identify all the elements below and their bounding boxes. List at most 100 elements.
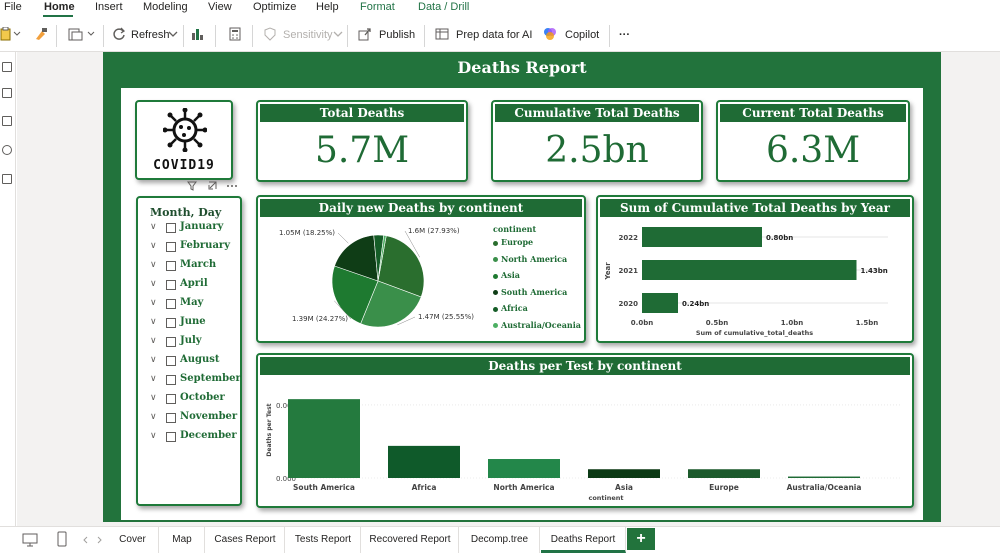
- checkbox[interactable]: [166, 337, 176, 347]
- year-bar-chart-card[interactable]: Sum of Cumulative Total Deaths by Year 2…: [596, 195, 914, 343]
- year-bar[interactable]: [642, 260, 857, 280]
- legend-item[interactable]: Africa: [493, 303, 528, 313]
- chevron-down-icon[interactable]: ∨: [150, 240, 157, 250]
- pie-slice-europe[interactable]: [377, 235, 425, 298]
- slicer-item-november[interactable]: ∨ November: [148, 410, 244, 426]
- chevron-down-icon[interactable]: ∨: [150, 221, 157, 231]
- chevron-down-icon[interactable]: ∨: [150, 411, 157, 421]
- publish-button[interactable]: Publish: [379, 29, 416, 41]
- chevron-down-icon[interactable]: ∨: [150, 354, 157, 364]
- table-view-icon[interactable]: [2, 88, 12, 98]
- prep-data-button[interactable]: Prep data for AI: [456, 29, 533, 41]
- page-tab-cases-report[interactable]: Cases Report: [206, 527, 285, 553]
- pie-slice-south-america[interactable]: [334, 234, 379, 282]
- more-options-button[interactable]: ···: [619, 29, 630, 41]
- copilot-icon[interactable]: [543, 27, 557, 41]
- page-tab-cover[interactable]: Cover: [107, 527, 159, 553]
- tmdl-view-icon[interactable]: [2, 174, 12, 184]
- page-tab-recovered-report[interactable]: Recovered Report: [362, 527, 459, 553]
- menu-home[interactable]: Home: [44, 1, 75, 13]
- kpi-card-current-deaths[interactable]: Current Total Deaths 6.3M: [716, 100, 910, 182]
- chevron-down-icon[interactable]: ∨: [150, 316, 157, 326]
- focus-mode-icon[interactable]: [208, 181, 217, 190]
- copilot-button[interactable]: Copilot: [565, 29, 600, 41]
- slicer-item-february[interactable]: ∨ February: [148, 239, 244, 255]
- slicer-item-december[interactable]: ∨ December: [148, 429, 244, 445]
- legend-item[interactable]: Asia: [493, 270, 520, 280]
- chevron-down-icon[interactable]: ∨: [150, 373, 157, 383]
- menu-format[interactable]: Format: [360, 1, 395, 13]
- chevron-down-icon[interactable]: ∨: [150, 335, 157, 345]
- publish-icon[interactable]: [358, 27, 372, 41]
- refresh-icon[interactable]: [112, 27, 126, 41]
- deaths-per-test-bar[interactable]: [488, 459, 560, 478]
- year-bar[interactable]: [642, 293, 678, 313]
- pie-chart-card[interactable]: Daily new Deaths by continent 1.6M (27.9…: [256, 195, 586, 343]
- page-tab-deaths-report[interactable]: Deaths Report: [541, 527, 626, 553]
- checkbox[interactable]: [166, 356, 176, 366]
- dax-query-icon[interactable]: [2, 145, 12, 155]
- mobile-layout-icon[interactable]: [57, 531, 67, 547]
- covid-logo-card[interactable]: COVID19: [135, 100, 233, 180]
- pie-slice-asia[interactable]: [331, 265, 379, 324]
- checkbox[interactable]: [166, 432, 176, 442]
- prep-data-icon[interactable]: [435, 27, 449, 41]
- slicer-item-september[interactable]: ∨ September: [148, 372, 244, 388]
- checkbox[interactable]: [166, 413, 176, 423]
- checkbox[interactable]: [166, 318, 176, 328]
- slicer-item-april[interactable]: ∨ April: [148, 277, 244, 293]
- checkbox[interactable]: [166, 223, 176, 233]
- checkbox[interactable]: [166, 242, 176, 252]
- filter-icon[interactable]: [187, 181, 197, 191]
- page-tab-decomp-tree[interactable]: Decomp.tree: [460, 527, 540, 553]
- checkbox[interactable]: [166, 280, 176, 290]
- chevron-down-icon[interactable]: ∨: [150, 297, 157, 307]
- add-page-button[interactable]: +: [627, 528, 655, 550]
- year-bar[interactable]: [642, 227, 762, 247]
- transform-data-icon[interactable]: [68, 27, 98, 41]
- checkbox[interactable]: [166, 261, 176, 271]
- pie-chart[interactable]: 1.6M (27.93%) 1.47M (25.55%) 1.39M (24.27%…: [258, 217, 584, 341]
- kpi-card-cumulative-deaths[interactable]: Cumulative Total Deaths 2.5bn: [491, 100, 703, 182]
- pie-slice-north-america[interactable]: [360, 280, 422, 328]
- deaths-per-test-card[interactable]: Deaths per Test by continent 0.005 0.000 S…: [256, 353, 914, 508]
- menu-insert[interactable]: Insert: [95, 1, 123, 13]
- slicer-item-july[interactable]: ∨ July: [148, 334, 244, 350]
- chevron-down-icon[interactable]: ∨: [150, 259, 157, 269]
- chevron-down-icon[interactable]: ∨: [150, 278, 157, 288]
- menu-modeling[interactable]: Modeling: [143, 1, 188, 13]
- chevron-down-icon[interactable]: [168, 27, 178, 41]
- more-options-icon[interactable]: [227, 185, 237, 187]
- report-view-icon[interactable]: [2, 62, 12, 72]
- deaths-per-test-bar[interactable]: [288, 399, 360, 478]
- legend-item[interactable]: Australia/Oceania: [493, 320, 581, 330]
- slicer-item-august[interactable]: ∨ August: [148, 353, 244, 369]
- legend-item[interactable]: South America: [493, 287, 567, 297]
- refresh-button[interactable]: Refresh: [131, 29, 170, 41]
- desktop-layout-icon[interactable]: [22, 533, 38, 547]
- deaths-per-test-bar[interactable]: [388, 445, 460, 478]
- model-view-icon[interactable]: [2, 116, 12, 126]
- checkbox[interactable]: [166, 394, 176, 404]
- format-painter-icon[interactable]: [34, 27, 48, 41]
- menu-data-drill[interactable]: Data / Drill: [418, 1, 470, 13]
- slicer-item-june[interactable]: ∨ June: [148, 315, 244, 331]
- chevron-down-icon[interactable]: ∨: [150, 430, 157, 440]
- page-tab-tests-report[interactable]: Tests Report: [286, 527, 361, 553]
- kpi-card-total-deaths[interactable]: Total Deaths 5.7M: [256, 100, 468, 182]
- calculator-icon[interactable]: [228, 27, 242, 41]
- menu-view[interactable]: View: [208, 1, 232, 13]
- new-visual-icon[interactable]: [191, 27, 205, 41]
- page-scroll-arrows[interactable]: [82, 535, 104, 545]
- legend-item[interactable]: North America: [493, 254, 567, 264]
- slicer-item-may[interactable]: ∨ May: [148, 296, 244, 312]
- legend-item[interactable]: Europe: [493, 237, 533, 247]
- checkbox[interactable]: [166, 299, 176, 309]
- year-bar-chart[interactable]: 2022 0.80bn 2021 1.43bn 2020 0.24bn 0.0bn 0.5bn…: [598, 217, 912, 341]
- checkbox[interactable]: [166, 375, 176, 385]
- chevron-down-icon[interactable]: ∨: [150, 392, 157, 402]
- menu-file[interactable]: File: [4, 1, 22, 13]
- deaths-per-test-bar[interactable]: [688, 469, 760, 478]
- paste-icon[interactable]: [0, 27, 22, 41]
